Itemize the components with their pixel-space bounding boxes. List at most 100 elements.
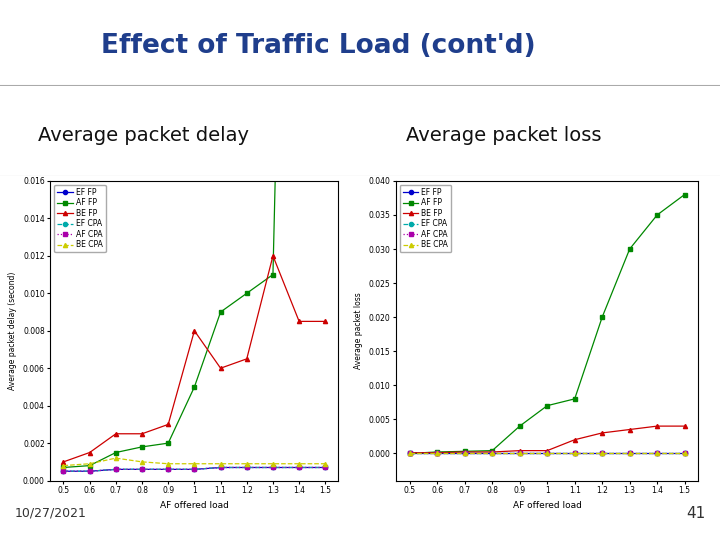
BE FP [321,318,330,325]
EF FP [269,464,277,471]
EF FP [138,466,146,472]
EF CPA [516,450,524,457]
AF FP [460,448,469,455]
EF FP [433,450,441,457]
EF CPA [190,466,199,472]
X-axis label: AF offered load: AF offered load [160,501,229,510]
BE FP [570,436,579,443]
BE CPA [243,461,251,467]
BE CPA [405,449,414,456]
AF CPA [216,464,225,471]
BE FP [433,449,441,456]
EF FP [543,450,552,457]
EF FP [680,450,689,457]
AF CPA [598,450,606,457]
Line: EF CPA: EF CPA [61,465,328,474]
AF CPA [488,450,497,457]
AF FP [516,423,524,429]
AF CPA [243,464,251,471]
Line: AF CPA: AF CPA [61,465,328,474]
BE FP [138,430,146,437]
Line: AF CPA: AF CPA [408,451,687,455]
Legend: EF FP, AF FP, BE FP, EF CPA, AF CPA, BE CPA: EF FP, AF FP, BE FP, EF CPA, AF CPA, BE … [54,185,106,253]
EF FP [598,450,606,457]
BE CPA [653,449,662,456]
BE FP [294,318,303,325]
EF FP [460,450,469,457]
Y-axis label: Average packet loss: Average packet loss [354,292,363,369]
EF CPA [112,466,120,472]
EF CPA [488,450,497,457]
EF FP [653,450,662,457]
EF CPA [543,450,552,457]
BE CPA [86,461,94,467]
BE FP [112,430,120,437]
AF CPA [86,468,94,475]
Line: AF FP: AF FP [61,0,328,470]
EF CPA [433,450,441,457]
BE CPA [294,461,303,467]
AF FP [433,449,441,455]
BE FP [516,447,524,454]
AF FP [269,271,277,278]
Y-axis label: Average packet delay (second): Average packet delay (second) [9,272,17,390]
AF CPA [626,450,634,457]
BE FP [190,327,199,334]
EF CPA [59,468,68,475]
BE CPA [112,455,120,461]
BE FP [680,423,689,429]
EF CPA [598,450,606,457]
EF FP [216,464,225,471]
Line: BE FP: BE FP [61,254,328,464]
EF CPA [269,464,277,471]
AF FP [570,396,579,402]
BE CPA [460,449,469,456]
AF CPA [405,450,414,457]
AF CPA [433,450,441,457]
EF CPA [405,450,414,457]
AF CPA [570,450,579,457]
AF FP [598,314,606,320]
Line: BE FP: BE FP [408,424,687,455]
AF FP [405,450,414,457]
BE CPA [59,462,68,469]
Legend: EF FP, AF FP, BE FP, EF CPA, AF CPA, BE CPA: EF FP, AF FP, BE FP, EF CPA, AF CPA, BE … [400,185,451,253]
Text: Average packet loss: Average packet loss [406,126,602,145]
BE FP [405,449,414,456]
EF FP [321,464,330,471]
BE FP [653,423,662,429]
AF FP [653,212,662,218]
BE FP [269,253,277,259]
AF CPA [543,450,552,457]
BE CPA [216,461,225,467]
BE FP [216,365,225,372]
AF FP [543,402,552,409]
Line: BE CPA: BE CPA [61,456,328,468]
EF CPA [680,450,689,457]
EF FP [86,468,94,475]
BE FP [598,430,606,436]
BE CPA [543,449,552,456]
Text: Effect of Traffic Load (cont'd): Effect of Traffic Load (cont'd) [101,33,536,59]
AF CPA [321,464,330,471]
BE CPA [190,461,199,467]
AF FP [216,309,225,315]
BE FP [59,458,68,465]
BE FP [164,421,173,428]
AF CPA [112,466,120,472]
BE FP [543,447,552,454]
BE FP [243,356,251,362]
AF FP [190,384,199,390]
EF CPA [321,464,330,471]
AF CPA [460,450,469,457]
EF FP [112,466,120,472]
EF FP [488,450,497,457]
BE CPA [680,449,689,456]
AF CPA [138,466,146,472]
BE CPA [164,461,173,467]
EF CPA [294,464,303,471]
EF FP [405,450,414,457]
EF CPA [138,466,146,472]
EF FP [626,450,634,457]
EF CPA [164,466,173,472]
